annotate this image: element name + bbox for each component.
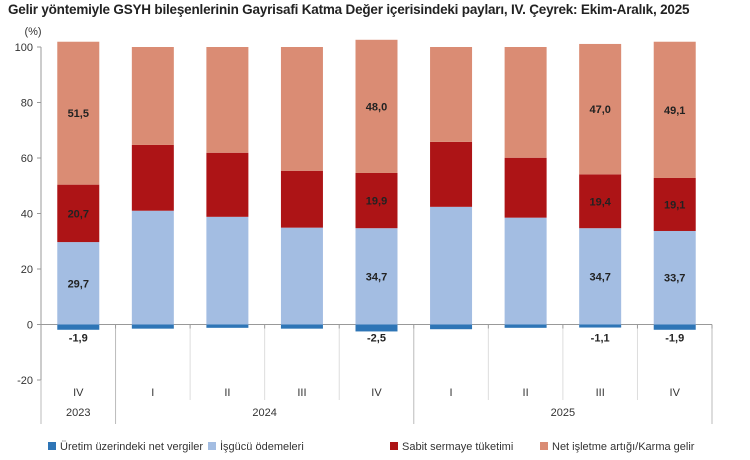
y-tick-label: 60: [21, 153, 33, 165]
bar-segment: [355, 228, 398, 325]
data-label: -1,9: [665, 333, 684, 345]
data-label: 34,7: [589, 271, 610, 283]
x-category-label: II: [224, 387, 230, 399]
x-category-label: III: [596, 387, 605, 399]
bar-segment: [579, 174, 622, 229]
y-tick-label: 80: [21, 98, 33, 110]
bar-segment: [206, 324, 249, 328]
bar-segment: [504, 47, 547, 158]
bar-segment: [579, 43, 622, 175]
x-category-label: I: [450, 387, 453, 399]
bar-segment: [131, 210, 174, 325]
bar-segment: [57, 324, 100, 330]
data-label: -1,1: [591, 333, 610, 345]
bar-segment: [280, 47, 323, 171]
bar-segment: [504, 324, 547, 328]
x-category-label: III: [297, 387, 306, 399]
legend-label: Sabit sermaye tüketimi: [402, 441, 513, 453]
data-label: 48,0: [366, 101, 387, 113]
legend-label: Üretim üzerindeki net vergiler: [60, 441, 203, 453]
y-tick-label: 40: [21, 209, 33, 221]
legend-swatch: [390, 442, 398, 450]
data-label: 51,5: [68, 108, 89, 120]
bar-segment: [579, 228, 622, 325]
x-category-label: II: [523, 387, 529, 399]
y-tick-label: 20: [21, 264, 33, 276]
bar-segment: [504, 217, 547, 325]
bar-segment: [653, 41, 696, 178]
bar-segment: [280, 227, 323, 325]
bar-segment: [579, 324, 622, 328]
y-tick-label: 0: [27, 320, 33, 332]
legend-swatch: [48, 442, 56, 450]
data-label: 20,7: [68, 208, 89, 220]
bar-segment: [57, 184, 100, 243]
data-label: 33,7: [664, 273, 685, 285]
bar-segment: [653, 230, 696, 325]
data-label: 49,1: [664, 105, 685, 117]
x-category-label: IV: [73, 387, 84, 399]
y-axis-label: (%): [24, 26, 41, 38]
bar-segment: [355, 324, 398, 332]
legend-label: Net işletme artığı/Karma gelir: [552, 441, 695, 453]
bar-segment: [653, 177, 696, 231]
x-year-label: 2023: [66, 407, 90, 419]
bar-segment: [206, 152, 249, 217]
data-label: -2,5: [367, 333, 386, 345]
bar-segment: [57, 41, 100, 185]
bar-segment: [206, 47, 249, 153]
y-tick-label: 100: [15, 42, 33, 54]
bar-segment: [280, 324, 323, 329]
data-label: 19,4: [589, 196, 611, 208]
bar-segment: [430, 206, 473, 325]
legend-swatch: [540, 442, 548, 450]
data-label: 19,1: [664, 199, 685, 211]
data-label: 29,7: [68, 278, 89, 290]
y-tick-label: -20: [17, 375, 33, 387]
x-category-label: IV: [371, 387, 382, 399]
bar-segment: [206, 216, 249, 325]
data-label: 34,7: [366, 271, 387, 283]
bar-segment: [131, 324, 174, 329]
x-year-label: 2025: [551, 407, 575, 419]
bar-segment: [131, 144, 174, 211]
x-category-label: I: [151, 387, 154, 399]
data-label: -1,9: [69, 333, 88, 345]
legend-swatch: [208, 442, 216, 450]
bar-segment: [355, 172, 398, 229]
chart-title: Gelir yöntemiyle GSYH bileşenlerinin Gay…: [8, 2, 690, 17]
bar-segment: [280, 170, 323, 228]
bar-segment: [653, 324, 696, 330]
bar-segment: [430, 141, 473, 207]
data-label: 19,9: [366, 196, 387, 208]
data-label: 47,0: [589, 104, 610, 116]
bar-segment: [430, 47, 473, 142]
bar-segment: [355, 39, 398, 173]
bar-segment: [504, 157, 547, 218]
bar-segment: [57, 242, 100, 325]
x-category-label: IV: [670, 387, 681, 399]
bar-segment: [131, 47, 174, 145]
bar-segment: [430, 324, 473, 330]
x-year-label: 2024: [252, 407, 276, 419]
legend-label: İşgücü ödemeleri: [220, 440, 304, 453]
